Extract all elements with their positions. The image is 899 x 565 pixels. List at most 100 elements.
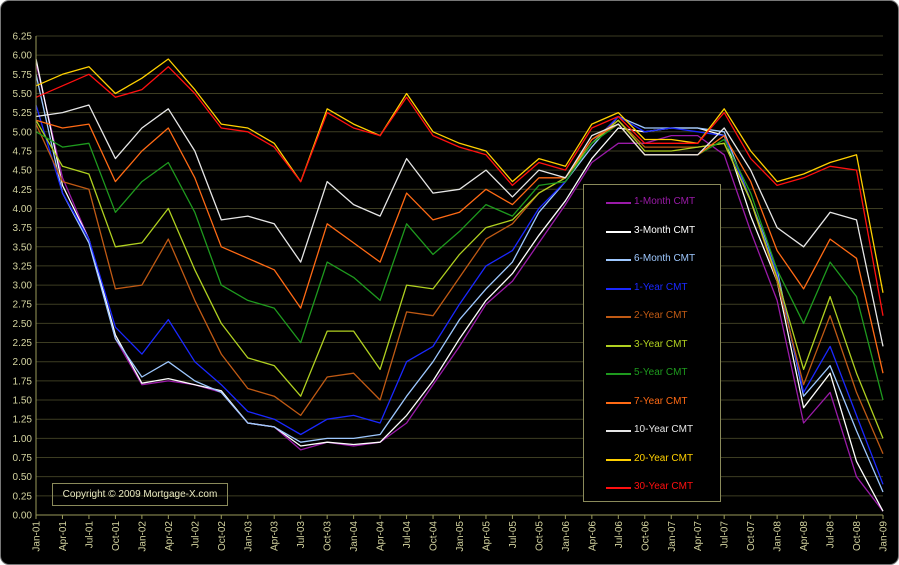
y-tick-label: 1.25: [13, 415, 33, 426]
legend-label: 6-Month CMT: [634, 253, 696, 264]
legend-swatch: [606, 487, 631, 489]
legend-swatch: [606, 401, 631, 404]
x-tick-label: Jan-02: [137, 521, 148, 552]
legend-label: 1-Month CMT: [634, 196, 696, 207]
y-tick-label: 3.25: [13, 261, 33, 272]
x-tick-label: Jan-05: [455, 521, 466, 552]
legend-label: 3-Month CMT: [634, 224, 696, 236]
legend-label: 20-Year CMT: [634, 452, 694, 464]
series-line-30-year-cmt: [35, 66, 884, 316]
series-line-5-year-cmt: [35, 123, 884, 401]
series-line-20-year-cmt: [35, 58, 884, 293]
y-tick-label: 1.75: [13, 376, 33, 387]
x-tick-label: Jan-09: [879, 521, 890, 552]
legend-item: 3-Month CMT: [584, 222, 720, 242]
copyright-notice: Copyright © 2009 Mortgage-X.com: [52, 483, 228, 506]
y-tick-label: 0.25: [13, 491, 33, 502]
legend-item: 3-Year CMT: [584, 336, 720, 356]
y-tick-label: 4.00: [13, 204, 33, 215]
x-tick-label: Apr-07: [693, 521, 704, 551]
x-tick-label: Jul-05: [508, 521, 519, 549]
series-line-3-month-cmt: [35, 58, 884, 512]
y-tick-label: 2.50: [13, 319, 33, 330]
x-tick-label: Oct-04: [429, 521, 440, 551]
legend-swatch: [606, 202, 631, 204]
y-tick-label: 5.00: [13, 127, 33, 138]
y-tick-label: 4.75: [13, 146, 33, 157]
legend-swatch: [606, 287, 631, 290]
y-tick-label: 5.75: [13, 70, 33, 81]
legend-item: 5-Year CMT: [584, 364, 720, 384]
x-tick-label: Jul-06: [614, 521, 625, 549]
legend-swatch: [606, 344, 631, 347]
y-tick-label: 5.50: [13, 89, 33, 100]
legend-item: 2-Year CMT: [584, 307, 720, 327]
x-tick-label: Jul-01: [84, 521, 95, 549]
x-tick-labels: Jan-01 Apr-01 Jul-01 Oct-01 Jan-02 Apr-02 Jul-…: [32, 521, 890, 552]
series-line-1-month-cmt: [35, 62, 884, 512]
x-tick-label: Jul-03: [296, 521, 307, 549]
x-tick-label: Jan-08: [773, 521, 784, 552]
x-tick-label: Apr-04: [376, 521, 387, 551]
y-tick-label: 1.50: [13, 396, 33, 407]
legend-label: 7-Year CMT: [634, 395, 688, 407]
legend-swatch: [606, 316, 631, 318]
y-tick-labels: 0.00 0.25 0.50 0.75 1.00 1.25 1.50 1.75 2.00 2.25…: [13, 32, 33, 522]
legend-swatch: [606, 373, 631, 375]
y-tick-label: 4.25: [13, 185, 33, 196]
x-tick-label: Apr-06: [587, 521, 598, 551]
x-tick-label: Apr-05: [481, 521, 492, 551]
x-tick-label: Oct-07: [746, 521, 757, 551]
series-line-1-year-cmt: [35, 104, 884, 485]
y-tick-label: 1.00: [13, 434, 33, 445]
y-tick-label: 2.00: [13, 357, 33, 368]
grid-lines: [36, 35, 883, 497]
y-tick-label: 6.25: [13, 32, 33, 43]
y-tick-label: 0.50: [13, 472, 33, 483]
y-tick-label: 0.75: [13, 453, 33, 464]
x-tick-label: Jul-02: [190, 521, 201, 549]
y-tick-label: 2.75: [13, 300, 33, 311]
y-tick-label: 6.00: [13, 51, 33, 62]
legend-item: 30-Year CMT: [584, 478, 720, 498]
x-tick-label: Jul-08: [826, 521, 837, 549]
x-tick-label: Oct-03: [323, 521, 334, 551]
y-tick-label: 2.25: [13, 338, 33, 349]
legend-item: 6-Month CMT: [584, 250, 720, 270]
series-line-3-year-cmt: [35, 119, 884, 439]
legend-label: 1-Year CMT: [634, 281, 688, 293]
series-line-6-month-cmt: [35, 74, 884, 493]
x-tick-label: Jan-07: [667, 521, 678, 552]
x-tick-label: Jan-06: [561, 521, 572, 552]
x-tick-label: Apr-08: [799, 521, 810, 551]
x-tick-label: Jan-04: [349, 521, 360, 552]
series-line-10-year-cmt: [35, 104, 884, 347]
x-tick-label: Jan-01: [32, 521, 43, 552]
x-tick-label: Apr-03: [270, 521, 281, 551]
x-tick-label: Apr-02: [164, 521, 175, 551]
legend-swatch: [606, 230, 631, 233]
x-tick-label: Jul-07: [720, 521, 731, 549]
legend-label: 10-Year CMT: [634, 424, 694, 435]
y-tick-label: 3.50: [13, 242, 33, 253]
legend-swatch: [606, 458, 631, 461]
legend-label: 5-Year CMT: [634, 367, 688, 378]
legend-label: 3-Year CMT: [634, 338, 688, 350]
legend: 1-Month CMT 3-Month CMT 6-Month CMT 1-Year …: [583, 184, 721, 502]
legend-item: 10-Year CMT: [584, 421, 720, 441]
y-tick-label: 3.75: [13, 223, 33, 234]
axes: [35, 36, 884, 519]
legend-swatch: [606, 430, 631, 432]
legend-item: 7-Year CMT: [584, 393, 720, 413]
series-lines: [35, 58, 884, 512]
y-tick-label: 5.25: [13, 108, 33, 119]
x-tick-label: Oct-05: [534, 521, 545, 551]
x-tick-label: Jan-03: [243, 521, 254, 552]
series-line-7-year-cmt: [35, 119, 884, 374]
legend-item: 20-Year CMT: [584, 450, 720, 470]
legend-label: 30-Year CMT: [634, 481, 694, 492]
legend-label: 2-Year CMT: [634, 310, 688, 321]
legend-swatch: [606, 259, 631, 261]
